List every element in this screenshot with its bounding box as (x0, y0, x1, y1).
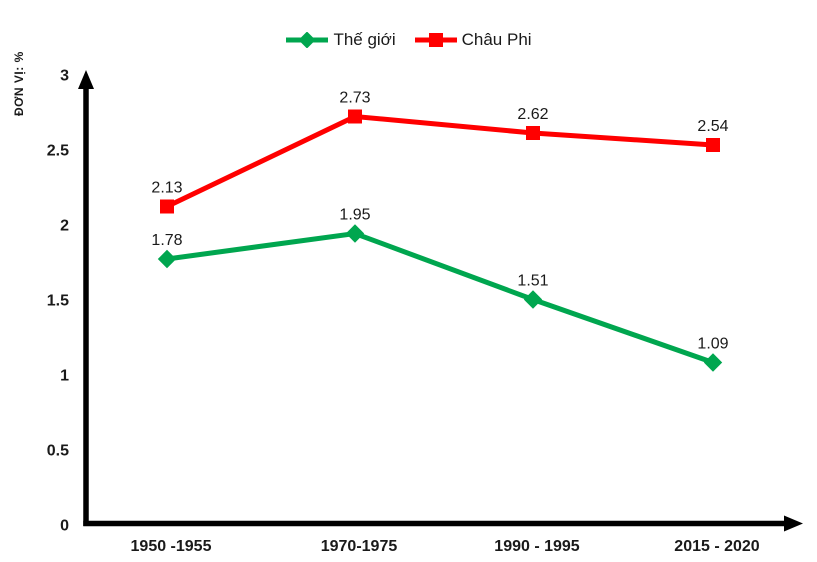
y-tick-label: 2 (60, 218, 69, 235)
data-point-label: 2.13 (151, 180, 182, 197)
y-tick-label: 0 (60, 518, 69, 535)
data-point-label: 2.73 (339, 90, 370, 107)
data-point-label: 2.62 (517, 106, 548, 123)
x-category-label: 1950 -1955 (131, 538, 212, 555)
data-point-square-icon (160, 199, 174, 214)
legend-item-world: Thế giới (285, 30, 396, 50)
data-point-label: 1.95 (339, 207, 370, 224)
x-category-label: 1970-1975 (321, 538, 398, 555)
series-line-0 (164, 230, 716, 365)
x-axis-arrow-icon (784, 515, 803, 532)
data-point-square-icon (526, 126, 540, 140)
legend-item-africa: Châu Phi (414, 30, 532, 50)
data-point-label: 1.51 (517, 273, 548, 290)
y-tick-label: 3 (60, 68, 69, 85)
y-tick-label: 0.5 (47, 443, 69, 460)
legend-label-world: Thế giới (333, 30, 396, 49)
series-line-1 (164, 113, 716, 209)
legend: Thế giới Châu Phi (0, 30, 817, 50)
data-point-square-icon (706, 138, 720, 152)
y-tick-label: 1.5 (47, 293, 69, 310)
legend-line-square-icon (414, 33, 457, 47)
y-axis-arrow-icon (78, 70, 94, 89)
data-point-diamond-icon (523, 290, 543, 309)
x-category-label: 1990 - 1995 (494, 538, 580, 555)
data-point-label: 1.78 (151, 232, 182, 249)
legend-line-diamond-icon (286, 32, 329, 48)
data-point-label: 1.09 (697, 336, 728, 353)
legend-label-africa: Châu Phi (461, 30, 532, 49)
data-point-square-icon (348, 109, 362, 124)
data-point-diamond-icon (345, 224, 365, 243)
data-point-diamond-icon (157, 249, 177, 269)
data-point-diamond-icon (703, 353, 723, 372)
x-category-label: 2015 - 2020 (674, 538, 760, 555)
y-tick-label: 1 (60, 368, 69, 385)
y-tick-label: 2.5 (47, 143, 69, 160)
data-point-label: 2.54 (697, 118, 728, 135)
